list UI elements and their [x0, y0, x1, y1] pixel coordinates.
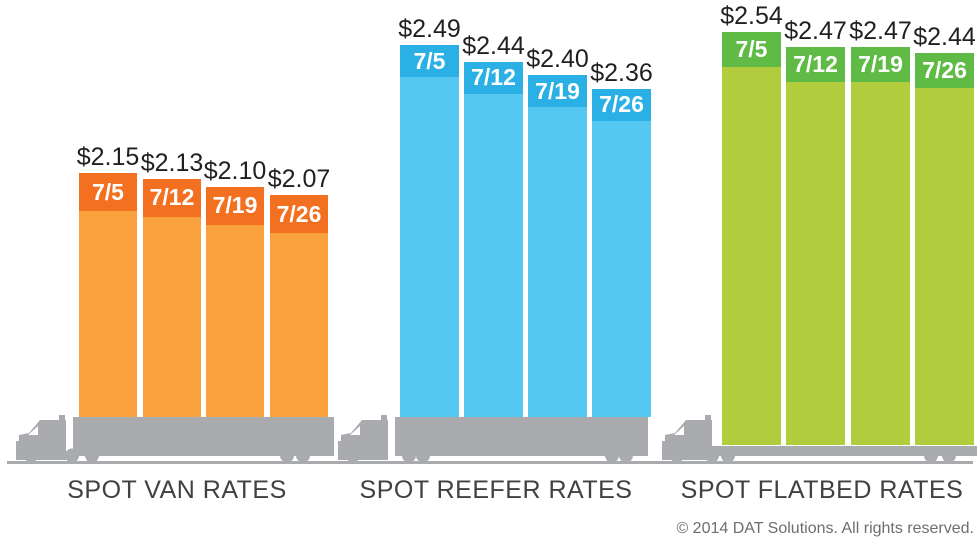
value-label: $2.44 [462, 31, 525, 60]
date-label: 7/19 [206, 186, 264, 225]
truck-spot-flatbed-rates-icon [662, 415, 977, 463]
value-label: $2.44 [913, 23, 976, 51]
bar-spot-flatbed-rates-7-19: 7/19 [851, 46, 910, 445]
value-label: $2.07 [267, 165, 331, 193]
ground-line [7, 461, 973, 464]
bar-spot-reefer-rates-7-5: 7/5 [400, 45, 459, 417]
bar-spot-reefer-rates-7-19: 7/19 [528, 75, 587, 417]
truck-spot-reefer-rates-icon [338, 415, 648, 463]
date-label: 7/26 [270, 195, 328, 233]
date-label: 7/5 [79, 173, 137, 211]
group-label-spot-van-rates: SPOT VAN RATES [67, 476, 287, 504]
date-label: 7/26 [592, 88, 651, 121]
date-label: 7/26 [915, 53, 974, 88]
value-label: $2.13 [140, 148, 204, 177]
date-label: 7/19 [528, 75, 587, 108]
truck-spot-van-rates-icon [16, 415, 334, 463]
value-label: $2.40 [526, 45, 589, 74]
bar-spot-flatbed-rates-7-26: 7/26 [915, 53, 974, 445]
group-label-spot-flatbed-rates: SPOT FLATBED RATES [680, 476, 964, 504]
value-label: $2.47 [784, 16, 847, 45]
copyright-text: © 2014 DAT Solutions. All rights reserve… [676, 520, 974, 537]
bar-spot-flatbed-rates-7-5: 7/5 [722, 32, 781, 445]
value-label: $2.15 [76, 143, 140, 171]
date-label: 7/12 [786, 46, 845, 82]
date-label: 7/12 [464, 61, 523, 94]
bar-spot-reefer-rates-7-26: 7/26 [592, 88, 651, 417]
value-label: $2.10 [203, 156, 267, 185]
bar-spot-van-rates-7-5: 7/5 [79, 173, 137, 417]
bar-spot-van-rates-7-19: 7/19 [206, 186, 264, 417]
value-label: $2.47 [849, 16, 912, 45]
date-label: 7/5 [400, 45, 459, 77]
date-label: 7/19 [851, 46, 910, 82]
bar-spot-van-rates-7-26: 7/26 [270, 195, 328, 417]
bar-spot-flatbed-rates-7-12: 7/12 [786, 46, 845, 445]
value-label: $2.49 [398, 15, 461, 43]
value-label: $2.54 [720, 2, 783, 30]
value-label: $2.36 [590, 58, 653, 87]
bar-spot-van-rates-7-12: 7/12 [143, 178, 201, 417]
bar-spot-reefer-rates-7-12: 7/12 [464, 61, 523, 417]
date-label: 7/5 [722, 32, 781, 67]
date-label: 7/12 [143, 178, 201, 217]
group-label-spot-reefer-rates: SPOT REEFER RATES [359, 476, 633, 504]
